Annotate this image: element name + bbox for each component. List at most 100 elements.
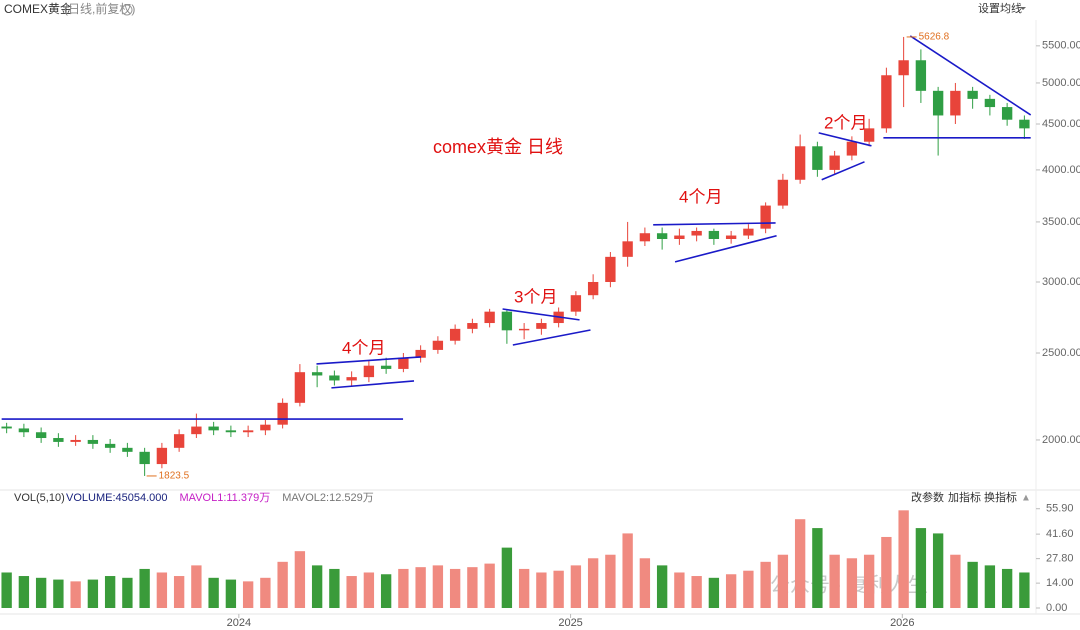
candle-body: [380, 365, 392, 369]
volume-bar: [225, 579, 237, 608]
volume-bar: [122, 577, 133, 608]
volume-bar: [18, 576, 30, 608]
volume-bar: [208, 577, 219, 608]
ma-settings[interactable]: 设置均线: [978, 1, 1022, 15]
annotation: 4个月: [342, 338, 385, 357]
volume-bar: [53, 579, 64, 608]
candle-body: [277, 402, 288, 425]
dropdown-arrow[interactable]: [1020, 7, 1026, 10]
volume-bar: [70, 581, 81, 608]
volume-bar: [794, 519, 806, 608]
volume-title: VOL(5,10): [14, 492, 65, 504]
x-tick-label: 2024: [227, 617, 251, 629]
y-tick-label: 4500.00: [1042, 118, 1080, 130]
candle-body: [311, 372, 323, 376]
volume-bar: [294, 551, 306, 608]
settings-icon[interactable]: [121, 4, 133, 16]
volume-bar: [311, 565, 323, 608]
candle-body: [932, 90, 944, 116]
candle-body: [536, 323, 547, 329]
volume-bar: [812, 528, 823, 608]
candle-body: [967, 90, 978, 99]
candle-body: [1001, 107, 1013, 120]
high-label: 5626.8: [919, 32, 950, 43]
candle-body: [605, 256, 616, 282]
trend-line: [331, 380, 415, 389]
candle-body: [346, 377, 357, 381]
volume-bar: [536, 572, 547, 608]
trend-line: [502, 308, 580, 321]
volume-bar: [760, 561, 771, 608]
volume-bar: [570, 565, 582, 608]
panel-scroll[interactable]: ▲: [1021, 493, 1031, 504]
candle-body: [881, 75, 892, 129]
volume-bar: [950, 554, 961, 608]
candle-body: [674, 235, 685, 239]
trend-line: [316, 356, 422, 365]
volume-bar: [139, 568, 150, 608]
toolbar-button[interactable]: 换指标: [984, 490, 1017, 504]
volume-bar: [346, 576, 357, 608]
candle-body: [139, 451, 150, 465]
volume-bar: [449, 568, 461, 608]
volume-bar: [191, 565, 202, 608]
volume-bar: [846, 558, 858, 608]
annotation: 2个月: [824, 113, 867, 132]
volume-bar: [518, 568, 530, 608]
y-tick-label: 5000.00: [1042, 77, 1080, 89]
candle-body: [570, 295, 582, 312]
volume-bar: [674, 572, 685, 608]
candle-body: [104, 443, 116, 448]
x-tick-label: 2026: [890, 617, 914, 629]
volume-legend: VOLUME:45054.000: [66, 492, 168, 504]
candle-body: [1, 426, 12, 429]
y-tick-label: 0.00: [1046, 602, 1067, 614]
candle-body: [812, 146, 823, 170]
candle-body: [846, 141, 858, 156]
y-tick-label: 3000.00: [1042, 276, 1080, 288]
y-tick-label: 27.80: [1046, 553, 1074, 565]
volume-bar: [432, 565, 444, 608]
volume-bar: [691, 576, 702, 608]
candle-body: [35, 432, 47, 439]
trend-line: [818, 132, 872, 147]
candle-body: [18, 428, 30, 433]
candle-body: [242, 430, 254, 433]
candle-body: [777, 179, 789, 206]
volume-bar: [260, 577, 271, 608]
volume-bar: [1001, 568, 1013, 608]
candle-body: [260, 424, 271, 431]
toolbar-button[interactable]: 改参数: [911, 490, 944, 504]
volume-bar: [553, 570, 564, 608]
volume-bar: [984, 565, 996, 608]
low-label: 1823.5: [159, 471, 190, 482]
candle-body: [743, 228, 754, 236]
candle-body: [708, 230, 720, 239]
candle-body: [173, 434, 185, 448]
y-tick-label: 14.00: [1046, 577, 1074, 589]
volume-bar: [881, 536, 892, 608]
volume-bar: [1019, 572, 1030, 608]
candle-body: [191, 426, 202, 435]
instrument-title: COMEX黄金: [4, 1, 72, 16]
volume-bar: [363, 572, 375, 608]
volume-bar: [932, 533, 944, 608]
candle-body: [518, 328, 530, 331]
toolbar-button[interactable]: 加指标: [948, 490, 981, 504]
y-tick-label: 55.90: [1046, 503, 1074, 515]
volume-legend: MAVOL2:12.529万: [282, 492, 374, 504]
volume-bar: [156, 572, 168, 608]
volume-bar: [501, 547, 513, 608]
volume-bar: [898, 510, 909, 608]
candle-body: [156, 447, 168, 465]
candle-body: [53, 438, 64, 442]
candle-body: [398, 357, 409, 369]
trend-line: [653, 222, 776, 226]
y-tick-label: 2000.00: [1042, 434, 1080, 446]
volume-bar: [329, 568, 340, 608]
volume-bar: [467, 567, 478, 608]
volume-bar: [87, 579, 99, 608]
annotation: 3个月: [514, 287, 557, 306]
volume-bar: [829, 554, 840, 608]
candle-body: [87, 439, 99, 444]
